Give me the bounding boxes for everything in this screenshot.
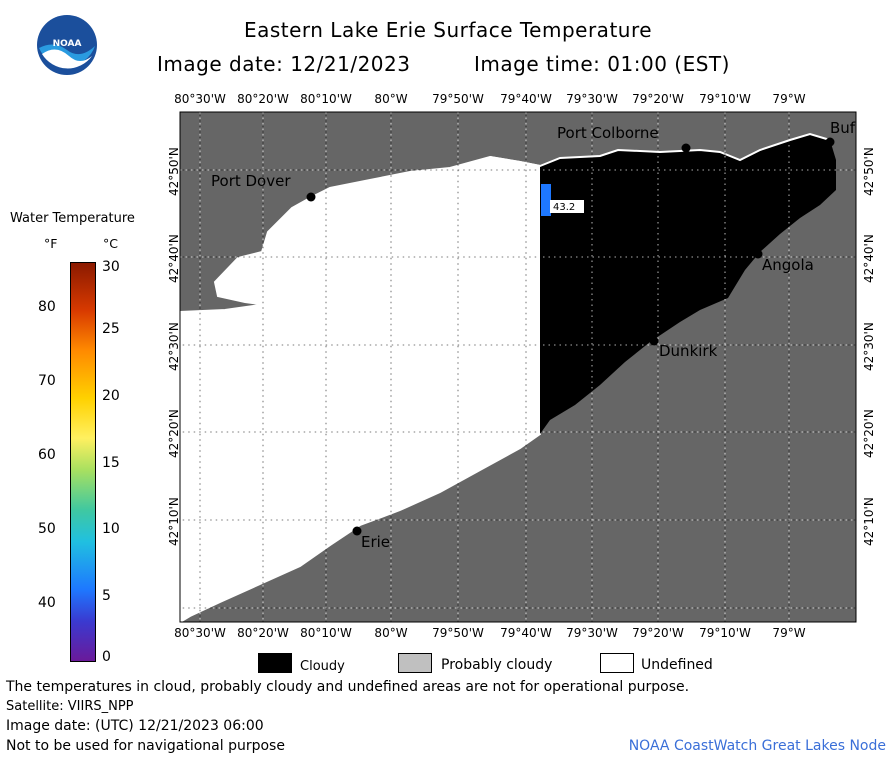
satellite-text: Satellite: VIIRS_NPP xyxy=(6,699,134,714)
longitude-label: 80°30'W xyxy=(174,626,226,640)
undefined-lake-area xyxy=(180,155,541,622)
longitude-label: 79°40'W xyxy=(500,626,552,640)
longitude-label: 80°20'W xyxy=(237,626,289,640)
colorbar-c-tick: 5 xyxy=(102,588,111,604)
cloudy-lake-area xyxy=(540,134,836,434)
dunkirk-dot xyxy=(649,336,659,346)
colorbar-title: Water Temperature xyxy=(10,211,135,226)
longitude-labels-bottom: 80°30'W 80°20'W 80°10'W 80°W 79°50'W 79°40'W 7… xyxy=(0,626,896,642)
colorbar-f-tick: 50 xyxy=(38,521,56,537)
image-date: Image date: 12/21/2023 xyxy=(157,52,411,76)
longitude-label: 79°10'W xyxy=(699,92,751,106)
graticule xyxy=(180,112,856,622)
longitude-label: 79°W xyxy=(772,626,806,640)
longitude-label: 80°W xyxy=(374,92,408,106)
buoy-label-box xyxy=(550,200,584,213)
longitude-label: 79°50'W xyxy=(432,92,484,106)
image-time: Image time: 01:00 (EST) xyxy=(474,52,730,76)
nav-warning-text: Not to be used for navigational purpose xyxy=(6,738,285,754)
latitude-label: 42°40'N xyxy=(167,234,181,283)
legend-probably-cloudy-swatch xyxy=(398,653,432,673)
longitude-label: 80°W xyxy=(374,626,408,640)
temperature-colorbar xyxy=(70,262,96,662)
dunkirk-label: Dunkirk xyxy=(659,342,718,360)
longitude-label: 79°30'W xyxy=(566,92,618,106)
latitude-label: 42°30'N xyxy=(862,322,876,371)
longitude-label: 79°40'W xyxy=(500,92,552,106)
latitude-label: 42°30'N xyxy=(167,322,181,371)
longitude-label: 80°10'W xyxy=(300,92,352,106)
angola-label: Angola xyxy=(762,256,814,274)
colorbar-c-tick: 30 xyxy=(102,259,120,275)
longitude-label: 80°20'W xyxy=(237,92,289,106)
north-shoreline xyxy=(489,132,831,168)
angola-dot xyxy=(753,249,763,259)
port-colborne-dot xyxy=(681,143,691,153)
map-frame xyxy=(179,111,857,623)
colorbar-f-tick: 60 xyxy=(38,447,56,463)
map-title: Eastern Lake Erie Surface Temperature xyxy=(243,18,653,42)
legend-probably-cloudy-label: Probably cloudy xyxy=(441,657,553,673)
longitude-label: 79°10'W xyxy=(699,626,751,640)
latitude-label: 42°10'N xyxy=(862,497,876,546)
colorbar-unit-c: °C xyxy=(103,236,118,251)
longitude-label: 79°20'W xyxy=(632,626,684,640)
longitude-label: 80°10'W xyxy=(300,626,352,640)
legend-undefined-label: Undefined xyxy=(641,657,713,673)
noaa-logo: NOAA xyxy=(37,15,97,75)
buoy-label: 43.2 xyxy=(553,202,575,213)
colorbar-c-tick: 25 xyxy=(102,321,120,337)
colorbar-c-tick: 20 xyxy=(102,388,120,404)
port-dover-dot xyxy=(306,192,316,202)
latitude-label: 42°10'N xyxy=(167,497,181,546)
credit-text: NOAA CoastWatch Great Lakes Node xyxy=(628,738,886,754)
colorbar-c-tick: 15 xyxy=(102,455,120,471)
colorbar-c-tick: 10 xyxy=(102,521,120,537)
latitude-label: 42°50'N xyxy=(167,147,181,196)
longitude-label: 80°30'W xyxy=(174,92,226,106)
erie-dot xyxy=(352,526,362,536)
logo-text: NOAA xyxy=(53,39,82,49)
longitude-label: 79°20'W xyxy=(632,92,684,106)
longitude-labels-top: 80°30'W 80°20'W 80°10'W 80°W 79°50'W 79°40'W 7… xyxy=(0,92,896,108)
utc-date-text: Image date: (UTC) 12/21/2023 06:00 xyxy=(6,718,264,734)
latitude-label: 42°20'N xyxy=(862,409,876,458)
legend-undefined-swatch xyxy=(600,653,634,673)
latitude-label: 42°20'N xyxy=(167,409,181,458)
erie-label: Erie xyxy=(361,533,390,551)
longitude-label: 79°30'W xyxy=(566,626,618,640)
buffalo-label: Buf xyxy=(830,119,856,137)
disclaimer-text: The temperatures in cloud, probably clou… xyxy=(6,679,690,695)
latitude-label: 42°40'N xyxy=(862,234,876,283)
longitude-label: 79°W xyxy=(772,92,806,106)
buffalo-dot xyxy=(825,137,835,147)
colorbar-f-tick: 70 xyxy=(38,373,56,389)
colorbar-unit-f: °F xyxy=(44,236,58,251)
colorbar-c-tick: 0 xyxy=(102,649,111,665)
buoy-reading-pixel xyxy=(541,184,551,216)
legend-cloudy-label: Cloudy xyxy=(300,659,345,674)
latitude-labels-right: 42°50'N 42°40'N 42°30'N 42°20'N 42°10'N xyxy=(840,0,896,700)
colorbar-f-tick: 40 xyxy=(38,595,56,611)
legend-cloudy-swatch xyxy=(258,653,292,673)
latitude-labels-left: 42°50'N 42°40'N 42°30'N 42°20'N 42°10'N xyxy=(0,0,200,700)
port-dover-label: Port Dover xyxy=(211,172,291,190)
port-colborne-label: Port Colborne xyxy=(557,124,659,142)
longitude-label: 79°50'W xyxy=(432,626,484,640)
latitude-label: 42°50'N xyxy=(862,147,876,196)
colorbar-f-tick: 80 xyxy=(38,299,56,315)
